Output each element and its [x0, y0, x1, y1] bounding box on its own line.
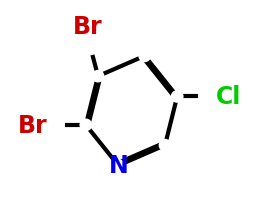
Circle shape [171, 91, 183, 103]
Circle shape [92, 71, 104, 82]
Text: Br: Br [18, 113, 47, 137]
Text: Cl: Cl [216, 85, 241, 109]
Text: Br: Br [73, 15, 103, 38]
Text: N: N [108, 154, 128, 178]
Circle shape [113, 160, 124, 171]
Circle shape [80, 120, 92, 131]
Circle shape [159, 140, 171, 151]
Circle shape [139, 51, 150, 62]
